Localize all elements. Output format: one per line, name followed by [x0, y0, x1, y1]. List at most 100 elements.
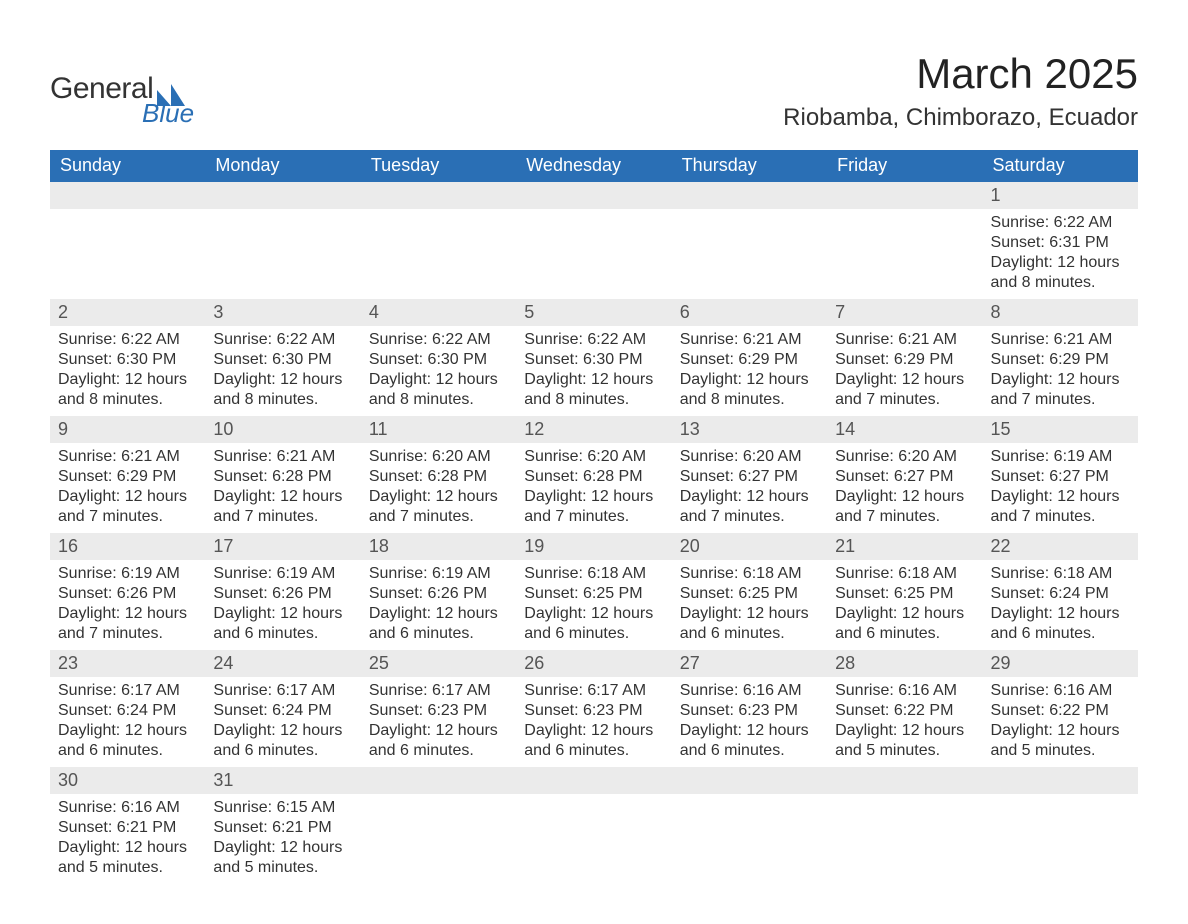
- day-number: 10: [205, 416, 360, 443]
- day-cell: [827, 794, 982, 884]
- day-cell: Sunrise: 6:19 AMSunset: 6:27 PMDaylight:…: [983, 443, 1138, 533]
- daylight-text: Daylight: 12 hours and 6 minutes.: [524, 721, 663, 761]
- daylight-text: Daylight: 12 hours and 6 minutes.: [213, 604, 352, 644]
- daylight-text: Daylight: 12 hours and 5 minutes.: [835, 721, 974, 761]
- sunset-text: Sunset: 6:29 PM: [835, 350, 974, 370]
- day-number: 16: [50, 533, 205, 560]
- daylight-text: Daylight: 12 hours and 7 minutes.: [58, 604, 197, 644]
- day-number: 20: [672, 533, 827, 560]
- sunset-text: Sunset: 6:26 PM: [58, 584, 197, 604]
- day-content-row: Sunrise: 6:17 AMSunset: 6:24 PMDaylight:…: [50, 677, 1138, 767]
- day-number: 14: [827, 416, 982, 443]
- page-title: March 2025: [783, 50, 1138, 98]
- day-number: 24: [205, 650, 360, 677]
- sunset-text: Sunset: 6:29 PM: [991, 350, 1130, 370]
- week-block: 9101112131415Sunrise: 6:21 AMSunset: 6:2…: [50, 416, 1138, 533]
- day-number: [672, 767, 827, 794]
- day-number-row: 2345678: [50, 299, 1138, 326]
- day-cell: [516, 209, 671, 299]
- day-content-row: Sunrise: 6:22 AMSunset: 6:31 PMDaylight:…: [50, 209, 1138, 299]
- day-cell: Sunrise: 6:18 AMSunset: 6:24 PMDaylight:…: [983, 560, 1138, 650]
- day-number: 15: [983, 416, 1138, 443]
- sunrise-text: Sunrise: 6:20 AM: [835, 447, 974, 467]
- sunset-text: Sunset: 6:28 PM: [213, 467, 352, 487]
- sunset-text: Sunset: 6:23 PM: [680, 701, 819, 721]
- day-number: 29: [983, 650, 1138, 677]
- daylight-text: Daylight: 12 hours and 5 minutes.: [213, 838, 352, 878]
- day-cell: Sunrise: 6:16 AMSunset: 6:23 PMDaylight:…: [672, 677, 827, 767]
- day-cell: Sunrise: 6:15 AMSunset: 6:21 PMDaylight:…: [205, 794, 360, 884]
- day-number: 1: [983, 182, 1138, 209]
- day-number-row: 1: [50, 182, 1138, 209]
- daylight-text: Daylight: 12 hours and 8 minutes.: [369, 370, 508, 410]
- day-number: 31: [205, 767, 360, 794]
- day-cell: [50, 209, 205, 299]
- sunrise-text: Sunrise: 6:20 AM: [369, 447, 508, 467]
- day-number: 22: [983, 533, 1138, 560]
- sunrise-text: Sunrise: 6:21 AM: [835, 330, 974, 350]
- daylight-text: Daylight: 12 hours and 6 minutes.: [58, 721, 197, 761]
- weekday-header: Monday: [205, 150, 360, 182]
- sunrise-text: Sunrise: 6:18 AM: [835, 564, 974, 584]
- day-cell: Sunrise: 6:17 AMSunset: 6:23 PMDaylight:…: [516, 677, 671, 767]
- sunrise-text: Sunrise: 6:17 AM: [524, 681, 663, 701]
- calendar: SundayMondayTuesdayWednesdayThursdayFrid…: [50, 150, 1138, 884]
- daylight-text: Daylight: 12 hours and 6 minutes.: [369, 721, 508, 761]
- sunrise-text: Sunrise: 6:17 AM: [213, 681, 352, 701]
- day-number: [672, 182, 827, 209]
- sunset-text: Sunset: 6:25 PM: [680, 584, 819, 604]
- day-cell: Sunrise: 6:17 AMSunset: 6:23 PMDaylight:…: [361, 677, 516, 767]
- sunrise-text: Sunrise: 6:22 AM: [213, 330, 352, 350]
- sunset-text: Sunset: 6:30 PM: [369, 350, 508, 370]
- day-number: 5: [516, 299, 671, 326]
- sunrise-text: Sunrise: 6:21 AM: [58, 447, 197, 467]
- day-cell: Sunrise: 6:22 AMSunset: 6:30 PMDaylight:…: [516, 326, 671, 416]
- daylight-text: Daylight: 12 hours and 7 minutes.: [991, 370, 1130, 410]
- daylight-text: Daylight: 12 hours and 6 minutes.: [835, 604, 974, 644]
- sunset-text: Sunset: 6:28 PM: [369, 467, 508, 487]
- day-number: 9: [50, 416, 205, 443]
- daylight-text: Daylight: 12 hours and 6 minutes.: [680, 604, 819, 644]
- sunset-text: Sunset: 6:31 PM: [991, 233, 1130, 253]
- day-number: 13: [672, 416, 827, 443]
- day-cell: [361, 794, 516, 884]
- week-block: 23242526272829Sunrise: 6:17 AMSunset: 6:…: [50, 650, 1138, 767]
- day-cell: [205, 209, 360, 299]
- day-content-row: Sunrise: 6:21 AMSunset: 6:29 PMDaylight:…: [50, 443, 1138, 533]
- day-number: 2: [50, 299, 205, 326]
- sunrise-text: Sunrise: 6:16 AM: [991, 681, 1130, 701]
- day-number: [50, 182, 205, 209]
- day-cell: [827, 209, 982, 299]
- day-number-row: 3031: [50, 767, 1138, 794]
- sunrise-text: Sunrise: 6:20 AM: [524, 447, 663, 467]
- weekday-header: Wednesday: [516, 150, 671, 182]
- day-cell: [672, 794, 827, 884]
- title-block: March 2025 Riobamba, Chimborazo, Ecuador: [783, 50, 1138, 132]
- daylight-text: Daylight: 12 hours and 7 minutes.: [524, 487, 663, 527]
- day-cell: Sunrise: 6:20 AMSunset: 6:28 PMDaylight:…: [361, 443, 516, 533]
- sunset-text: Sunset: 6:26 PM: [213, 584, 352, 604]
- day-cell: Sunrise: 6:20 AMSunset: 6:27 PMDaylight:…: [672, 443, 827, 533]
- sunrise-text: Sunrise: 6:17 AM: [369, 681, 508, 701]
- day-cell: Sunrise: 6:16 AMSunset: 6:22 PMDaylight:…: [983, 677, 1138, 767]
- daylight-text: Daylight: 12 hours and 7 minutes.: [835, 487, 974, 527]
- day-number-row: 23242526272829: [50, 650, 1138, 677]
- day-cell: Sunrise: 6:22 AMSunset: 6:30 PMDaylight:…: [361, 326, 516, 416]
- day-cell: Sunrise: 6:20 AMSunset: 6:28 PMDaylight:…: [516, 443, 671, 533]
- sunset-text: Sunset: 6:21 PM: [213, 818, 352, 838]
- daylight-text: Daylight: 12 hours and 7 minutes.: [213, 487, 352, 527]
- sunrise-text: Sunrise: 6:22 AM: [58, 330, 197, 350]
- day-cell: [672, 209, 827, 299]
- sunset-text: Sunset: 6:30 PM: [213, 350, 352, 370]
- sunrise-text: Sunrise: 6:19 AM: [991, 447, 1130, 467]
- weekday-header-row: SundayMondayTuesdayWednesdayThursdayFrid…: [50, 150, 1138, 182]
- sunrise-text: Sunrise: 6:19 AM: [58, 564, 197, 584]
- day-cell: Sunrise: 6:21 AMSunset: 6:29 PMDaylight:…: [672, 326, 827, 416]
- sunrise-text: Sunrise: 6:15 AM: [213, 798, 352, 818]
- sunset-text: Sunset: 6:30 PM: [58, 350, 197, 370]
- day-number: 4: [361, 299, 516, 326]
- daylight-text: Daylight: 12 hours and 7 minutes.: [58, 487, 197, 527]
- day-number: 3: [205, 299, 360, 326]
- brand-triangle-icon: [157, 84, 185, 106]
- day-number: 11: [361, 416, 516, 443]
